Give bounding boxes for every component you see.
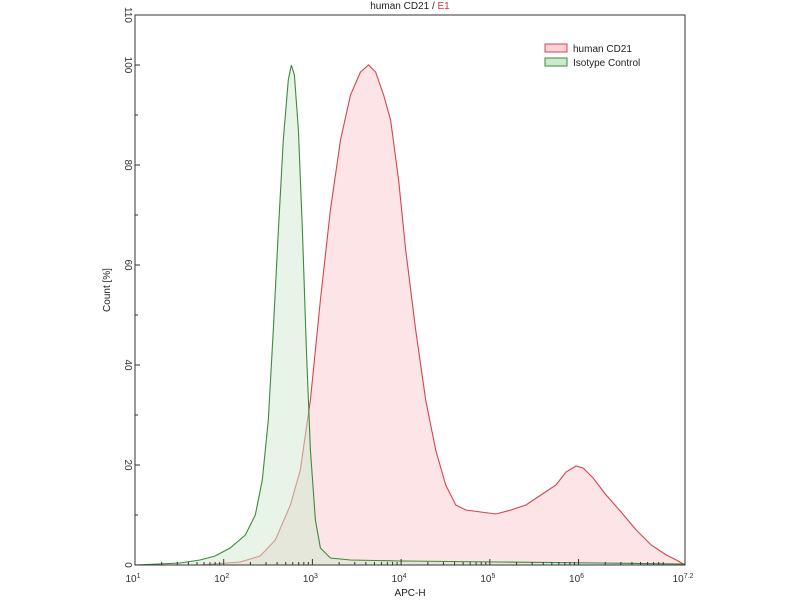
y-tick-label: 20 [122,459,133,471]
x-axis-label: APC-H [394,588,425,599]
x-tick-label: 104 [392,573,407,585]
x-tick-label: 105 [480,573,495,585]
x-tick-label: 102 [214,573,229,585]
x-tick-label: 101 [125,573,140,585]
legend-label: human CD21 [573,44,632,55]
legend-label: Isotype Control [573,58,640,69]
series-area-1 [200,65,685,565]
series-area-2 [135,65,685,565]
legend: human CD21 Isotype Control [544,43,640,69]
plot-frame [134,14,686,566]
chart-title: human CD21 / E1 [370,1,450,12]
legend-swatch [544,57,568,67]
x-tick-label: 107.2 [673,573,694,585]
x-axis: 101 102 103 104 105 106 107.2 [125,559,694,585]
series-line-2 [134,64,686,566]
x-tick-label: 106 [569,573,584,585]
x-tick-label: 103 [303,573,318,585]
legend-swatch [544,43,568,53]
y-tick-label: 40 [122,359,133,371]
y-axis: 0 20 40 60 80 100 110 [122,7,140,568]
y-tick-label: 100 [122,57,133,74]
y-axis-label: Count [%] [102,268,113,312]
y-tick-label: 110 [122,7,133,23]
y-tick-label: 0 [122,562,133,568]
series-line-1 [199,64,686,566]
series-layer [134,64,686,566]
y-tick-label: 60 [122,259,133,271]
y-tick-label: 80 [122,159,133,171]
